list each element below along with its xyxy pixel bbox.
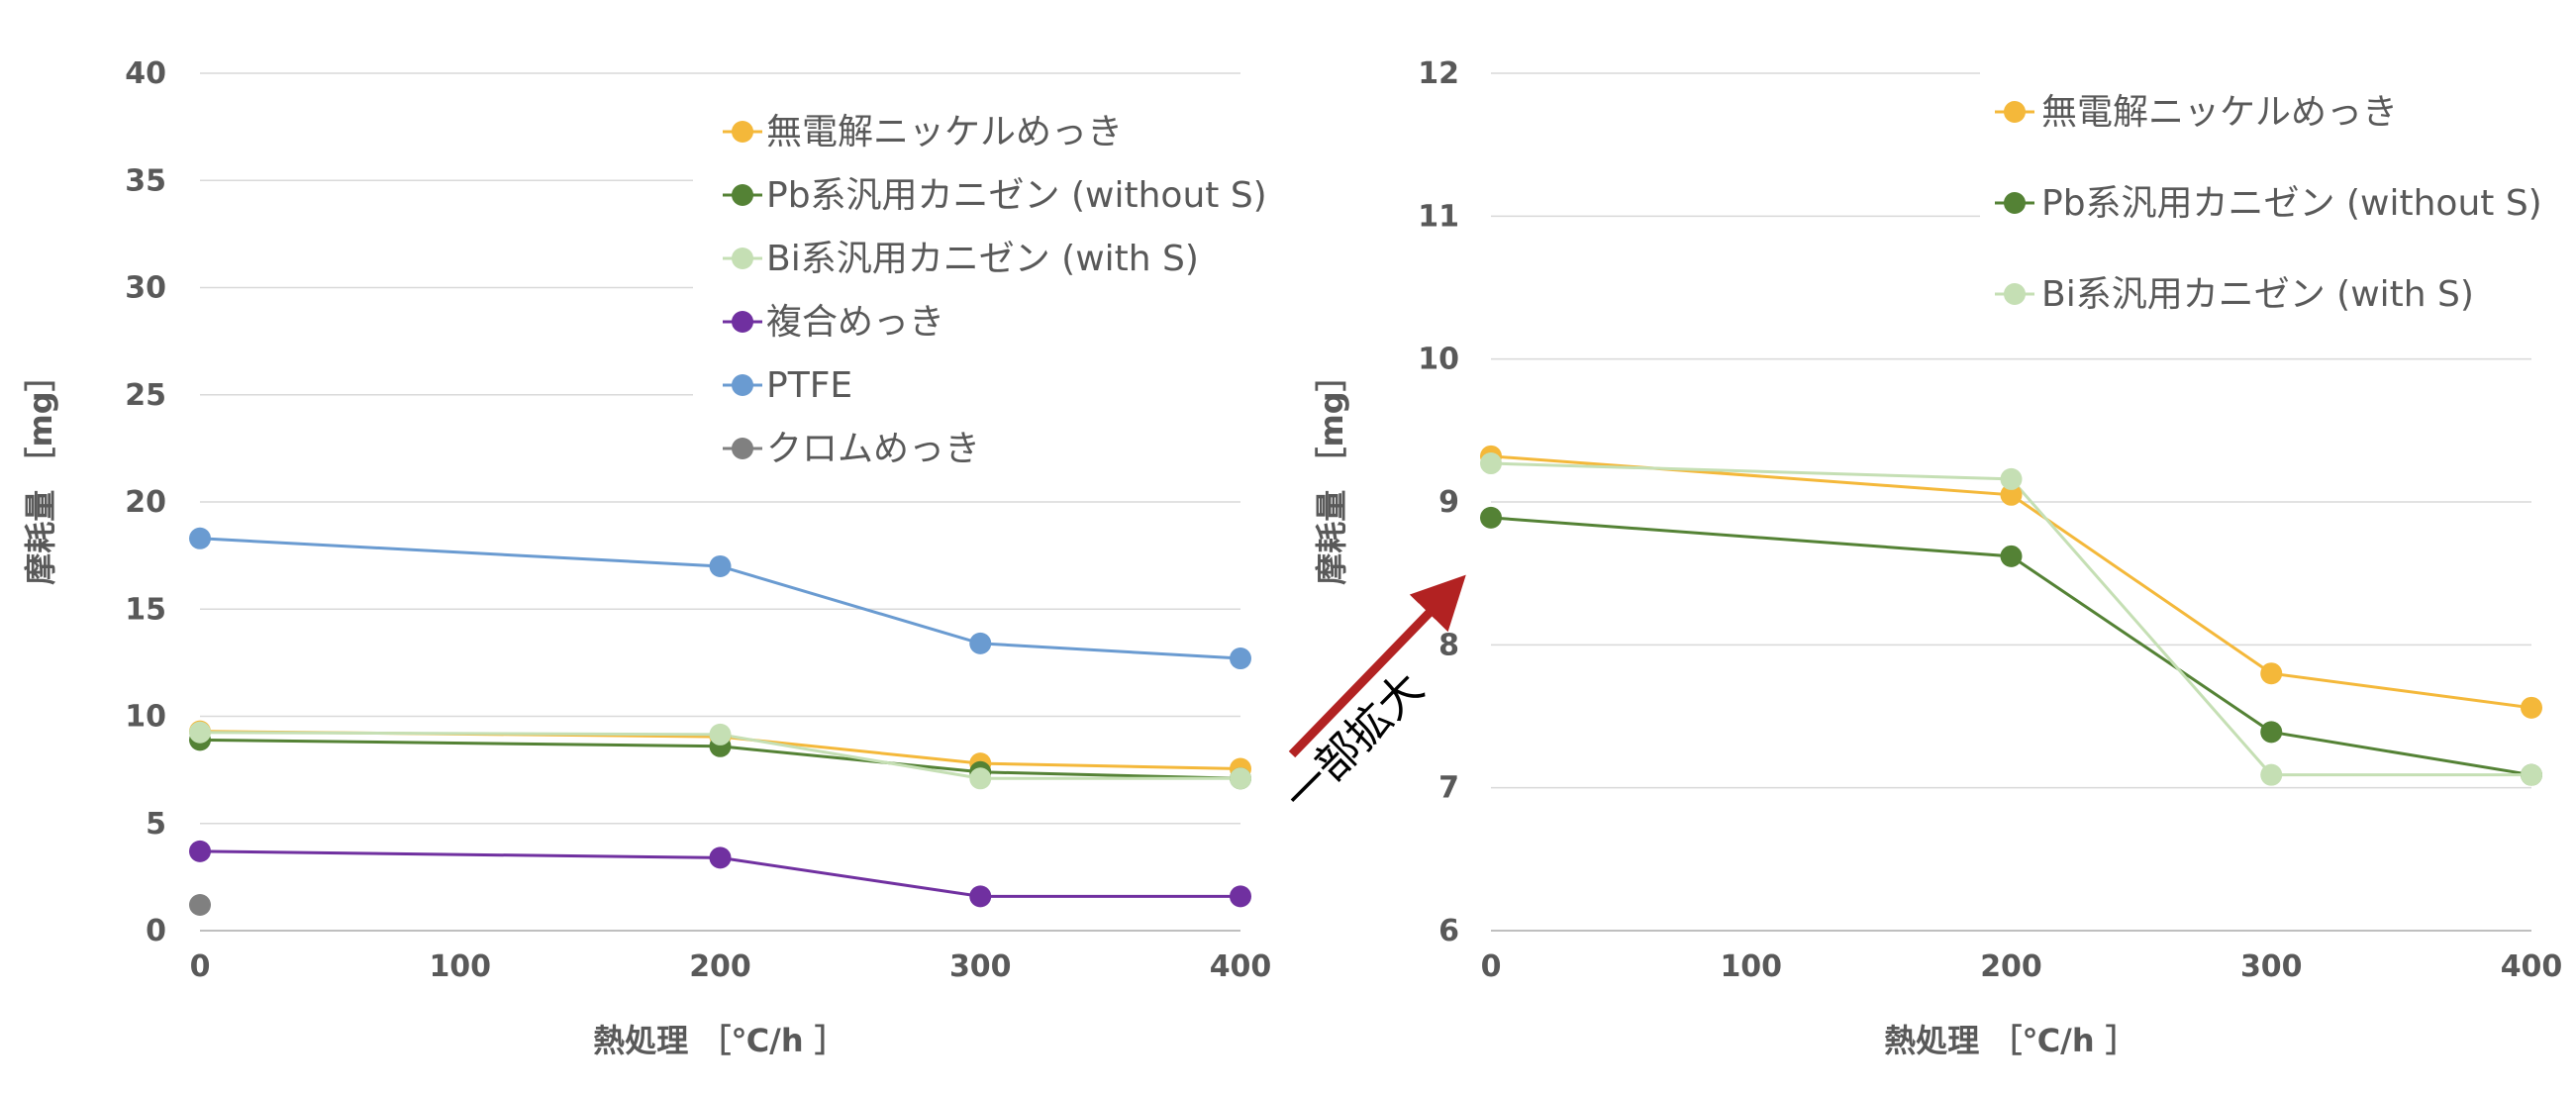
data-point: [1480, 452, 1502, 475]
x-tick-label: 200: [1980, 949, 2042, 984]
data-point: [709, 846, 732, 869]
data-point: [1230, 647, 1251, 670]
y-tick-label: 35: [125, 163, 166, 198]
data-point: [189, 721, 211, 744]
legend-swatch-marker: [732, 438, 753, 459]
x-tick-label: 0: [190, 949, 211, 984]
legend-label: Bi系汎用カニゼン (with S): [766, 239, 1199, 279]
data-point: [2260, 662, 2283, 685]
x-axis-title: 熱処理 ［℃/h ］: [593, 1022, 846, 1059]
legend-label: 無電解ニッケルめっき: [2041, 92, 2398, 133]
y-tick-label: 25: [125, 378, 166, 413]
y-axis-title: 摩耗量 ［mg］: [1313, 359, 1350, 584]
data-point: [969, 767, 992, 790]
series-line: [199, 849, 1240, 898]
y-tick-label: 10: [125, 700, 166, 735]
x-tick-label: 300: [2240, 949, 2303, 984]
x-tick-label: 100: [1720, 949, 1782, 984]
y-tick-label: 11: [1418, 199, 1459, 234]
data-point: [1230, 885, 1251, 908]
data-point: [189, 894, 211, 917]
data-point: [189, 840, 211, 862]
legend-swatch-marker: [2004, 283, 2026, 305]
zoom-arrow: [1288, 574, 1466, 758]
series-line: [199, 738, 1241, 780]
legend-label: Bi系汎用カニゼン (with S): [2041, 274, 2474, 315]
data-point: [2000, 545, 2023, 567]
data-point: [969, 632, 992, 654]
data-point: [969, 885, 992, 908]
y-tick-label: 10: [1418, 343, 1459, 377]
y-tick-label: 5: [146, 807, 166, 842]
y-tick-label: 8: [1438, 628, 1459, 662]
data-point: [2260, 763, 2283, 786]
legend-label: クロムめっき: [766, 429, 980, 469]
data-point: [709, 554, 732, 577]
legend-swatch-marker: [2004, 101, 2026, 123]
data-point: [2260, 721, 2283, 744]
data-point: [2000, 483, 2023, 506]
x-tick-label: 100: [429, 949, 491, 984]
data-point: [2000, 467, 2023, 490]
y-tick-label: 40: [125, 56, 166, 91]
legend-swatch-marker: [732, 248, 753, 269]
series-line: [1490, 454, 2532, 710]
x-tick-label: 200: [689, 949, 751, 984]
data-point: [2521, 696, 2542, 719]
y-tick-label: 20: [125, 485, 166, 520]
data-point: [709, 723, 732, 746]
legend-label: 複合めっき: [766, 302, 944, 343]
series-line: [1490, 461, 2531, 777]
legend-swatch-marker: [2004, 192, 2026, 214]
series-line: [199, 731, 1240, 780]
series-line: [1490, 516, 2532, 777]
zoom-callout: 一部拡大: [1274, 574, 1466, 822]
legend-swatch-marker: [732, 121, 753, 143]
x-tick-label: 400: [1210, 949, 1272, 984]
x-axis-title: 熱処理 ［℃/h ］: [1884, 1022, 2137, 1059]
x-tick-label: 0: [1481, 949, 1502, 984]
data-point: [1480, 506, 1502, 529]
y-tick-label: 7: [1438, 771, 1459, 806]
y-axis-title: 摩耗量 ［mg］: [22, 359, 59, 584]
y-tick-label: 9: [1438, 485, 1459, 520]
legend-swatch-marker: [732, 184, 753, 206]
legend-background: [693, 94, 1249, 480]
right-chart: 6 7 8 9 10 11 12 0 100 200 300 400 熱処理 ［℃/h ］ 摩耗量 ［mg…: [1313, 56, 2562, 1059]
data-point: [1230, 767, 1251, 790]
legend-label: Pb系汎用カニゼン (without S): [2041, 183, 2542, 224]
y-tick-label: 6: [1438, 914, 1459, 948]
legend-background: [1980, 60, 2539, 340]
y-tick-label: 0: [146, 914, 166, 948]
legend-swatch-marker: [732, 374, 753, 396]
series-line: [199, 537, 1241, 660]
y-tick-label: 15: [125, 592, 166, 627]
x-tick-label: 300: [949, 949, 1012, 984]
legend-label: Pb系汎用カニゼン (without S): [766, 175, 1267, 216]
y-tick-label: 12: [1418, 56, 1459, 91]
legend-label: PTFE: [766, 365, 852, 406]
y-tick-label: 30: [125, 271, 166, 306]
legend-swatch-marker: [732, 311, 753, 333]
data-point: [2521, 763, 2542, 786]
data-point: [189, 527, 211, 549]
x-tick-label: 400: [2501, 949, 2563, 984]
legend-label: 無電解ニッケルめっき: [766, 112, 1123, 152]
